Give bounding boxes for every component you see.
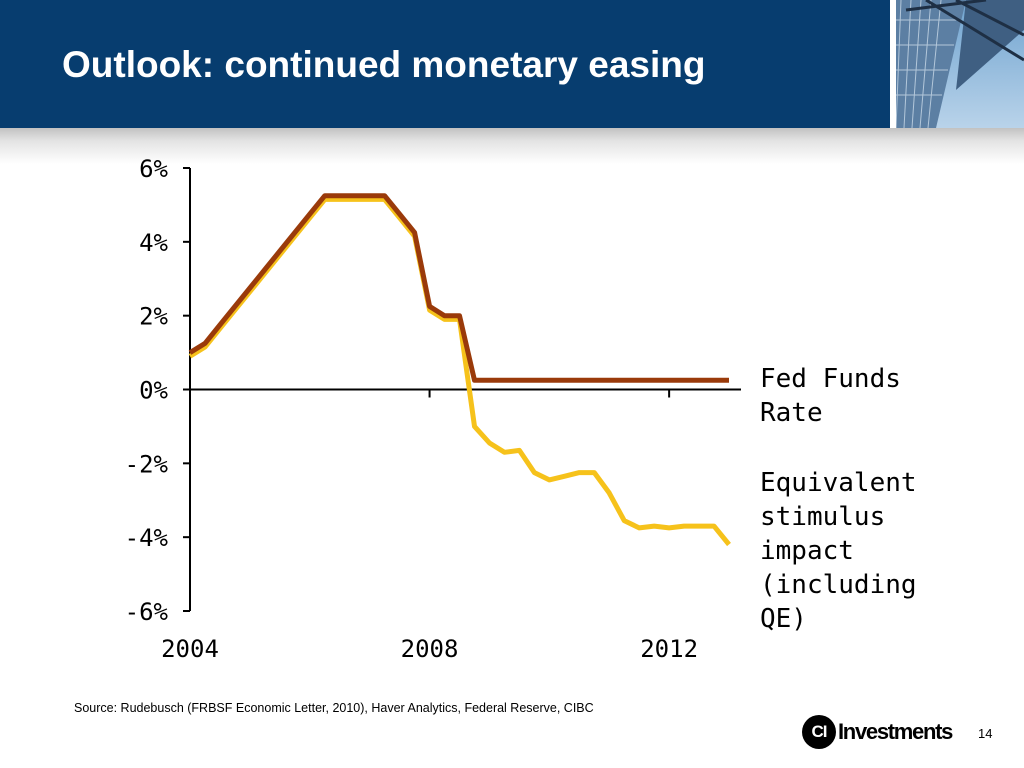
y-tick-label: 0% bbox=[139, 377, 168, 405]
y-tick-label: -6% bbox=[125, 598, 169, 626]
logo-text: Investments bbox=[838, 719, 953, 744]
series-line-equivalent-stimulus bbox=[188, 196, 731, 547]
chart-series bbox=[188, 193, 731, 547]
building-photo bbox=[896, 0, 1024, 128]
y-tick-label: 4% bbox=[139, 229, 168, 257]
chart-axes: 6% 4% 2% 0% -2% -4% -6% 2004 2008 2012 bbox=[125, 155, 741, 663]
source-note: Source: Rudebusch (FRBSF Economic Letter… bbox=[74, 701, 594, 715]
series-label-fed-funds: Fed Funds Rate bbox=[760, 364, 901, 428]
y-tick-label: 2% bbox=[139, 303, 168, 331]
x-tick-label: 2004 bbox=[161, 635, 219, 663]
page-number: 14 bbox=[978, 726, 993, 741]
x-tick-label: 2008 bbox=[401, 635, 459, 663]
x-tick-label: 2012 bbox=[640, 635, 698, 663]
series-label-equivalent-stimulus: Equivalent stimulus impact (including QE… bbox=[760, 468, 917, 634]
y-tick-label: -2% bbox=[125, 450, 169, 478]
y-tick-label: 6% bbox=[139, 155, 168, 183]
ci-investments-logo: CI Investments bbox=[802, 714, 953, 750]
header-shadow bbox=[0, 128, 1024, 164]
slide-title: Outlook: continued monetary easing bbox=[62, 44, 706, 85]
title-bar bbox=[0, 0, 890, 128]
logo-mark: CI bbox=[802, 715, 836, 749]
series-line-fed-funds bbox=[188, 193, 729, 383]
y-tick-label: -4% bbox=[125, 524, 169, 552]
